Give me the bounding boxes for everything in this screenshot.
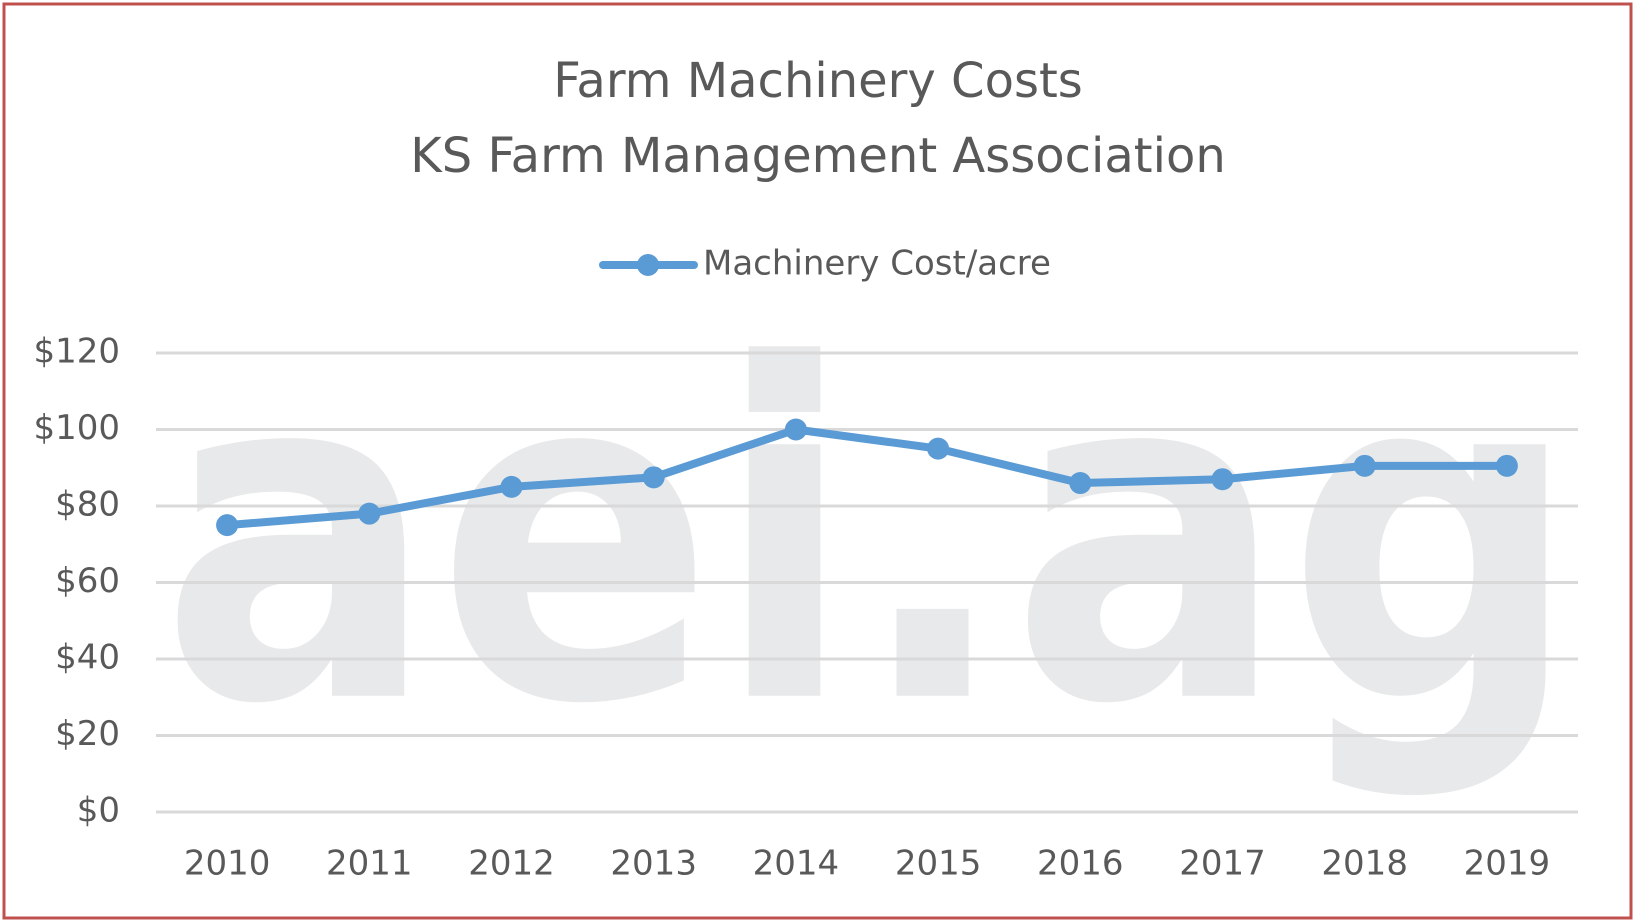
data-point xyxy=(358,502,381,525)
y-tick-label: $80 xyxy=(55,485,120,525)
x-tick-label: 2015 xyxy=(895,844,982,884)
y-tick-label: $20 xyxy=(55,714,120,754)
watermark: aei.ag xyxy=(160,270,1580,805)
x-tick-label: 2019 xyxy=(1464,844,1551,884)
y-tick-label: $60 xyxy=(55,561,120,601)
data-point xyxy=(1211,468,1234,491)
y-tick-label: $0 xyxy=(77,791,120,831)
data-point xyxy=(1495,454,1518,477)
y-tick-label: $100 xyxy=(33,408,120,448)
chart-subtitle: KS Farm Management Association xyxy=(410,128,1225,184)
legend-label: Machinery Cost/acre xyxy=(703,244,1051,284)
data-point xyxy=(1069,472,1092,495)
x-tick-label: 2010 xyxy=(184,844,271,884)
chart-title: Farm Machinery Costs xyxy=(553,53,1083,109)
data-point xyxy=(927,437,950,460)
x-tick-label: 2017 xyxy=(1179,844,1266,884)
x-tick-label: 2011 xyxy=(326,844,413,884)
data-point xyxy=(784,418,807,441)
x-tick-label: 2014 xyxy=(753,844,840,884)
y-tick-label: $40 xyxy=(55,638,120,678)
x-tick-label: 2013 xyxy=(610,844,697,884)
data-point xyxy=(500,475,523,498)
x-tick-label: 2012 xyxy=(468,844,555,884)
data-line xyxy=(226,425,1507,530)
data-point xyxy=(216,514,239,537)
data-point xyxy=(1353,454,1376,477)
legend-marker xyxy=(637,254,659,276)
x-tick-label: 2016 xyxy=(1037,844,1124,884)
y-tick-label: $120 xyxy=(33,332,120,372)
data-point xyxy=(642,466,665,489)
x-tick-label: 2018 xyxy=(1321,844,1408,884)
